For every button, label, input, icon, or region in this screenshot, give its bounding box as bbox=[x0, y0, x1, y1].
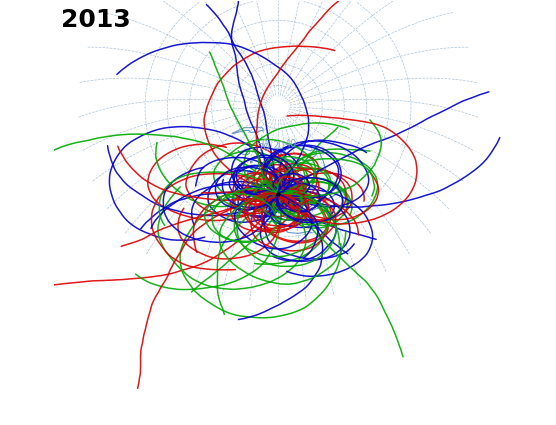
Text: 0: 0 bbox=[262, 139, 268, 149]
Text: 2013: 2013 bbox=[61, 8, 131, 31]
Text: 20: 20 bbox=[272, 141, 284, 151]
Text: 70: 70 bbox=[257, 143, 270, 153]
Text: 40: 40 bbox=[285, 139, 297, 149]
